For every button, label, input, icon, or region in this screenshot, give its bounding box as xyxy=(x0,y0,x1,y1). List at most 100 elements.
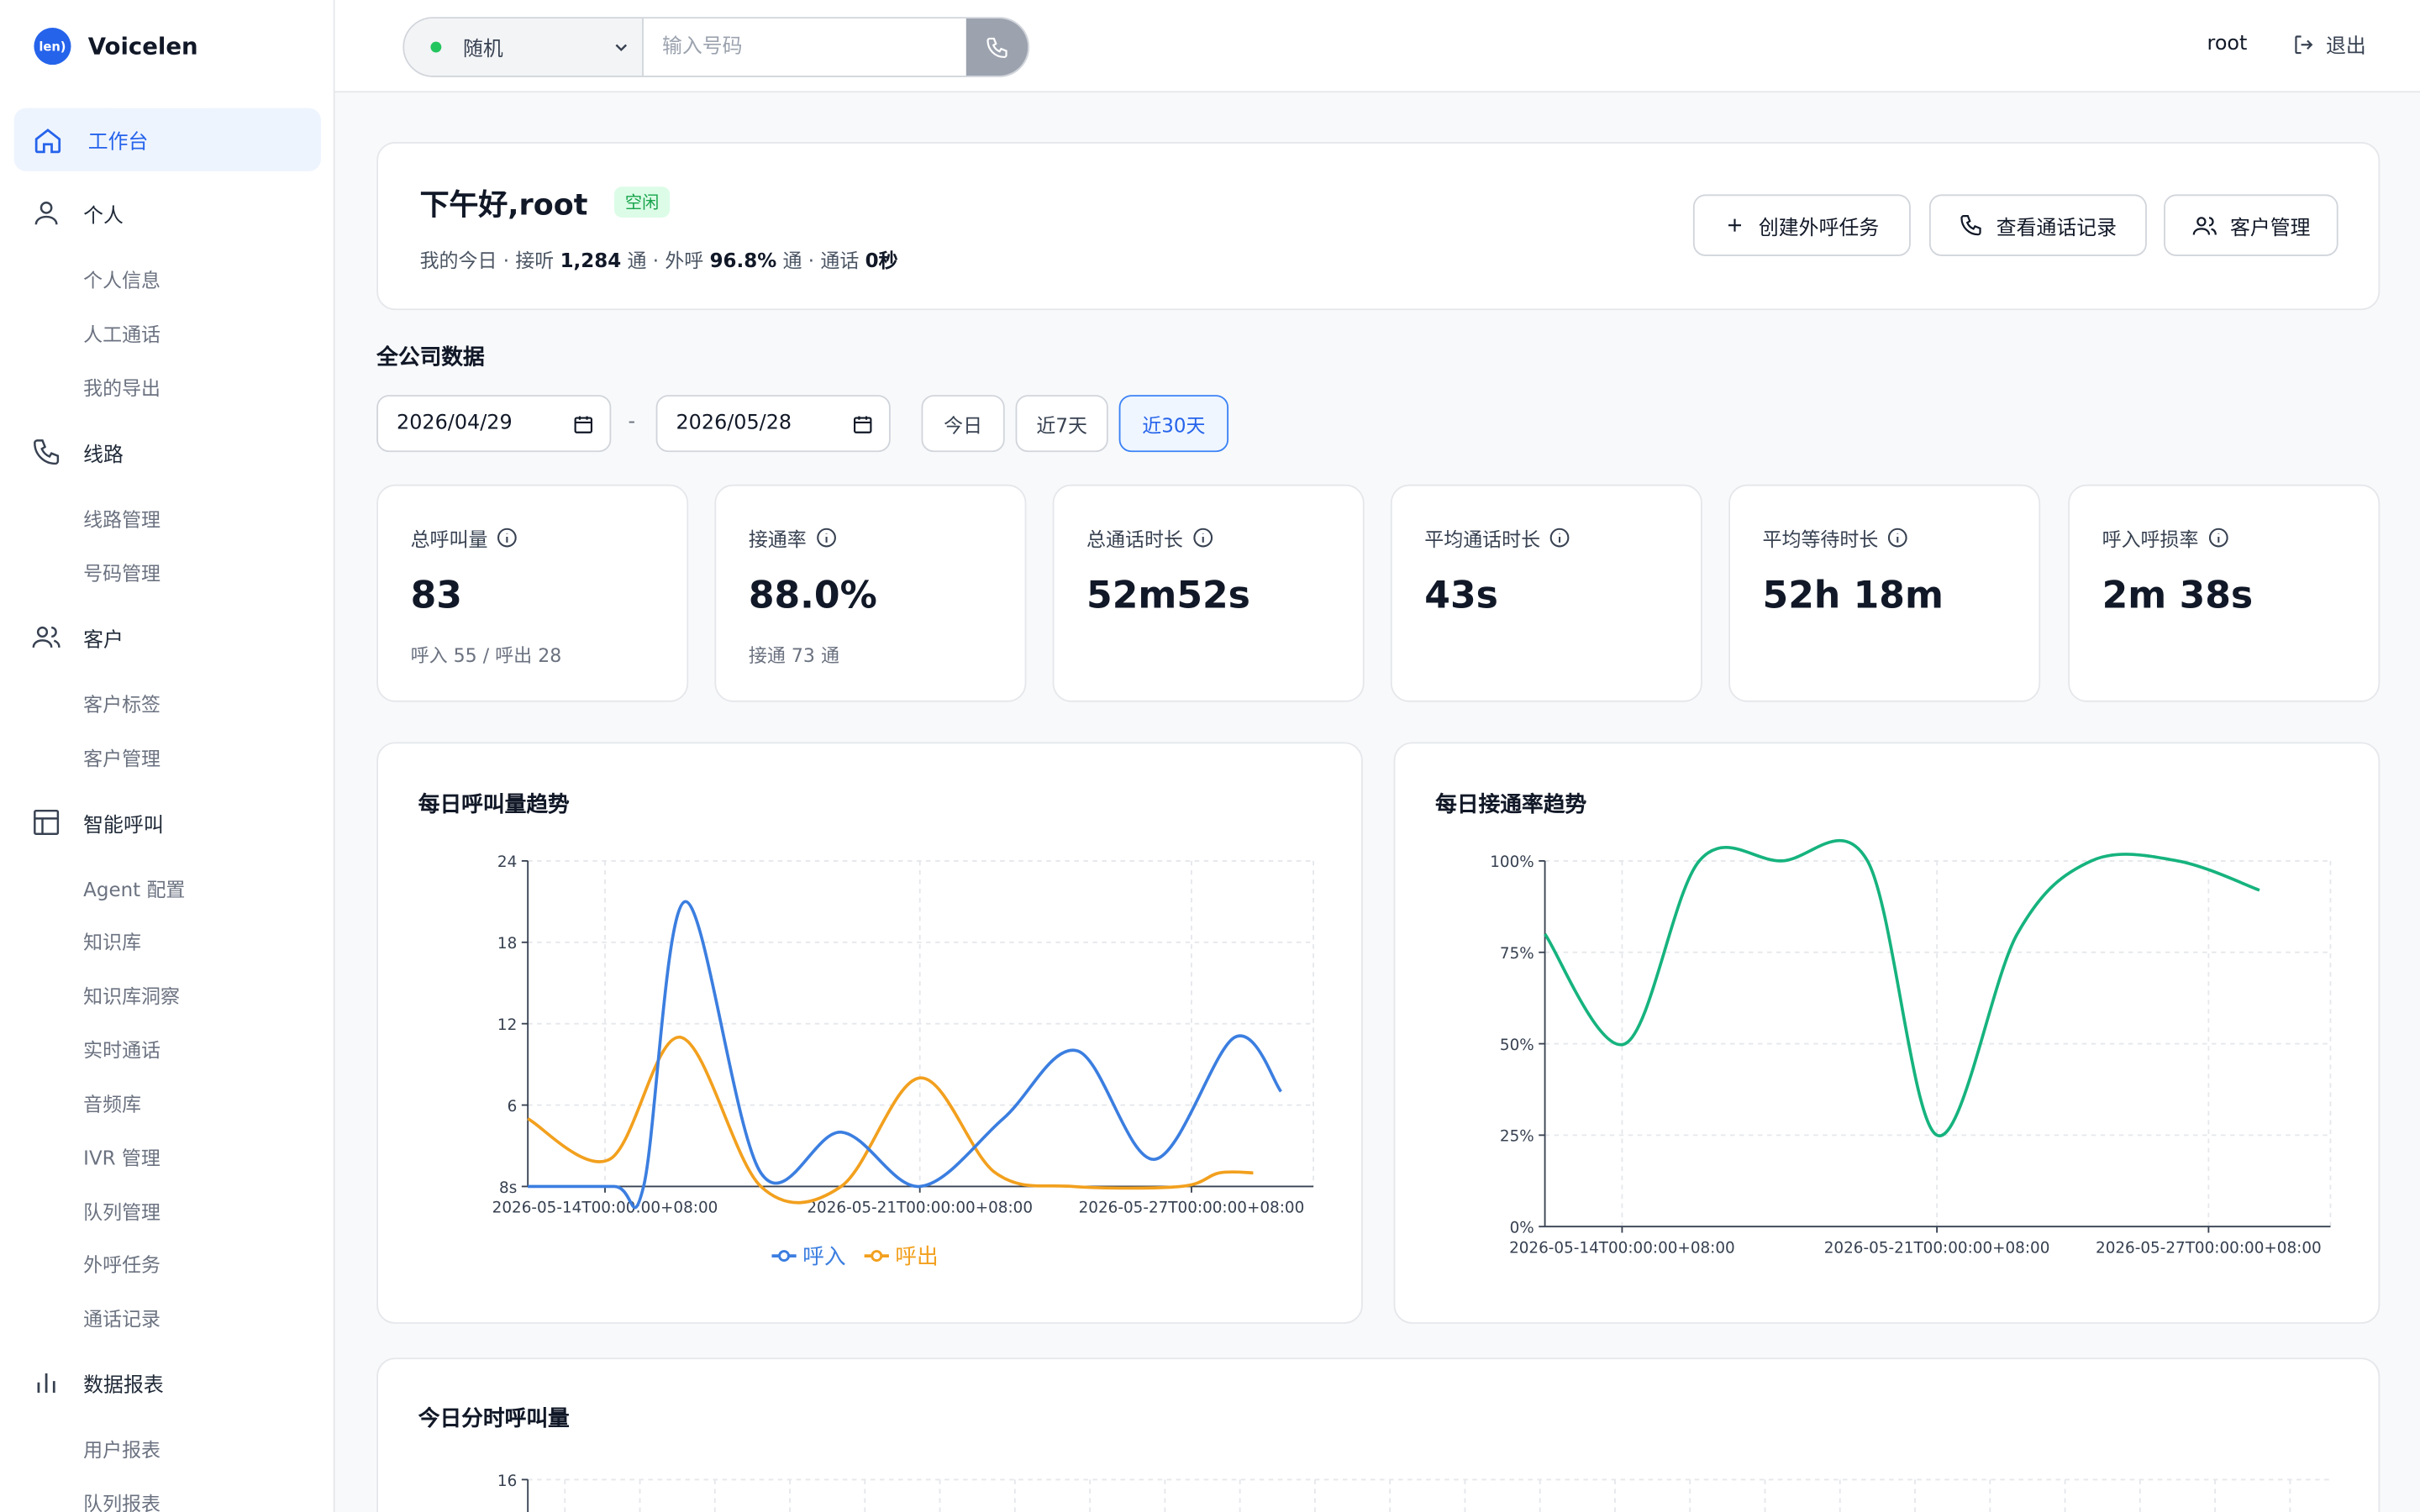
phone-number-input[interactable] xyxy=(643,18,966,76)
brand-logo: len) xyxy=(34,28,71,66)
stat-value: 52m52s xyxy=(1086,574,1250,617)
range-today-button[interactable]: 今日 xyxy=(921,395,1005,453)
phone-icon xyxy=(1961,215,1982,236)
sidebar-item-my-exports[interactable]: 我的导出 xyxy=(83,376,161,400)
brand[interactable]: len) Voicelen xyxy=(0,0,334,92)
chevron-down-icon xyxy=(615,44,628,52)
x-tick-label: 2026-05-21T00:00:00+08:00 xyxy=(1824,1239,2050,1257)
sidebar-item-customer-tags[interactable]: 客户标签 xyxy=(83,692,161,717)
sidebar-item-profile[interactable]: 个人信息 xyxy=(83,268,161,292)
button-label: 客户管理 xyxy=(2230,217,2311,240)
info-icon[interactable] xyxy=(1548,526,1571,549)
button-label: 查看通话记录 xyxy=(1996,217,2118,240)
calendar-icon[interactable] xyxy=(852,413,874,435)
stat-label: 总通话时长 xyxy=(1086,523,1214,553)
y-tick-label: 75% xyxy=(1500,945,1534,963)
stat-label-text: 呼入呼损率 xyxy=(2102,528,2199,551)
chart-title: 今日分时呼叫量 xyxy=(418,1407,570,1432)
my-today-summary: 我的今日 · 接听 1,284 通 · 外呼 96.8% 通 · 通话 0秒 xyxy=(420,244,898,273)
sidebar-item-customer-management[interactable]: 客户管理 xyxy=(83,746,161,770)
sidebar-item-knowledge-base[interactable]: 知识库 xyxy=(83,930,142,954)
phone-icon xyxy=(986,36,1007,58)
view-call-records-button[interactable]: 查看通话记录 xyxy=(1928,194,2147,256)
legend-line-icon xyxy=(864,1250,889,1263)
stat-card-answer-rate: 接通率 88.0% 接通 73 通 xyxy=(714,484,1027,702)
sidebar: len) Voicelen 工作台 个人 个人信息 人工通话 我的导出 线路 线… xyxy=(0,0,335,1512)
sidebar-item-workbench[interactable]: 工作台 xyxy=(13,108,322,171)
sidebar-item-manual-call[interactable]: 人工通话 xyxy=(83,322,161,346)
stat-card-avg-wait-time: 平均等待时长 52h 18m xyxy=(1728,484,2041,702)
y-tick-label: 18 xyxy=(497,935,517,953)
call-volume-plot: 8s 6 12 18 24 2026-05-14T00:00:00+08:00 2026-0… xyxy=(492,853,1314,1217)
sidebar-item-audio-library[interactable]: 音频库 xyxy=(83,1092,142,1116)
logout-icon xyxy=(2295,34,2313,54)
series-line-answer-rate xyxy=(1544,838,2260,1137)
sidebar-group-reports[interactable]: 数据报表 xyxy=(31,1367,164,1398)
sidebar-group-smart-call[interactable]: 智能呼叫 xyxy=(31,807,164,838)
users-icon xyxy=(2192,216,2217,234)
customer-management-button[interactable]: 客户管理 xyxy=(2164,194,2338,256)
line-select[interactable]: 随机 xyxy=(404,18,644,76)
calendar-icon[interactable] xyxy=(572,413,594,435)
stat-label-text: 总呼叫量 xyxy=(410,528,488,551)
sidebar-item-number-management[interactable]: 号码管理 xyxy=(83,561,161,585)
current-user[interactable]: root xyxy=(2207,32,2248,56)
sidebar-item-live-calls[interactable]: 实时通话 xyxy=(83,1038,161,1062)
y-tick-label: 6 xyxy=(508,1098,518,1116)
greeting-card: 下午好,root 空闲 我的今日 · 接听 1,284 通 · 外呼 96.8%… xyxy=(376,141,2381,311)
legend-item-outbound[interactable]: 呼出 xyxy=(864,1241,939,1272)
sidebar-item-user-report[interactable]: 用户报表 xyxy=(83,1437,161,1462)
sidebar-item-line-management[interactable]: 线路管理 xyxy=(83,507,161,531)
stat-sub: 呼入 55 / 呼出 28 xyxy=(410,644,562,667)
sidebar-group-label: 客户 xyxy=(83,628,124,653)
y-tick-label: 25% xyxy=(1500,1128,1534,1146)
sidebar-item-call-records[interactable]: 通话记录 xyxy=(83,1306,161,1331)
y-tick-label: 12 xyxy=(497,1016,517,1034)
x-tick-label: 2026-05-14T00:00:00+08:00 xyxy=(492,1200,718,1217)
button-label: 创建外呼任务 xyxy=(1758,217,1880,240)
x-tick-label: 2026-05-14T00:00:00+08:00 xyxy=(1509,1239,1735,1257)
info-icon[interactable] xyxy=(814,526,838,549)
sidebar-item-kb-insights[interactable]: 知识库洞察 xyxy=(83,984,181,1008)
sidebar-item-agent-config[interactable]: Agent 配置 xyxy=(83,878,186,901)
daily-call-volume-chart: 每日呼叫量趋势 8s 6 12 18 24 2026-05-14T00:00:00+08:… xyxy=(376,742,1363,1324)
dial-button[interactable] xyxy=(965,18,1028,76)
y-tick-label: 0% xyxy=(1510,1220,1534,1237)
info-icon[interactable] xyxy=(1191,526,1214,549)
create-outbound-task-button[interactable]: 创建外呼任务 xyxy=(1692,194,1911,256)
sidebar-group-personal[interactable]: 个人 xyxy=(31,197,124,228)
x-tick-label: 2026-05-27T00:00:00+08:00 xyxy=(2096,1239,2322,1257)
date-to-input[interactable]: 2026/05/28 xyxy=(655,395,891,453)
stat-label: 总呼叫量 xyxy=(411,523,519,553)
bar-chart-icon xyxy=(37,1373,55,1393)
x-tick-label: 2026-05-21T00:00:00+08:00 xyxy=(807,1200,1033,1217)
stat-card-avg-talk-time: 平均通话时长 43s xyxy=(1390,484,1702,702)
stat-label-text: 总通话时长 xyxy=(1086,528,1183,551)
stat-sub: 接通 73 通 xyxy=(748,644,840,667)
legend-item-inbound[interactable]: 呼入 xyxy=(771,1241,846,1272)
info-icon[interactable] xyxy=(2207,526,2230,549)
date-from-input[interactable]: 2026/04/29 xyxy=(376,395,612,453)
home-icon xyxy=(34,128,61,153)
sidebar-item-queue-management[interactable]: 队列管理 xyxy=(83,1200,161,1224)
status-badge: 空闲 xyxy=(614,186,671,218)
plus-icon xyxy=(1728,218,1742,232)
range-30d-button[interactable]: 近30天 xyxy=(1118,395,1229,453)
greeting-title: 下午好,root xyxy=(419,188,588,223)
sidebar-group-customers[interactable]: 客户 xyxy=(31,622,124,653)
info-icon[interactable] xyxy=(1886,526,1910,549)
chart-title: 每日接通率趋势 xyxy=(1435,793,1587,818)
hourly-plot: 16 xyxy=(497,1473,2333,1512)
y-tick-label: 16 xyxy=(497,1473,517,1490)
range-7d-button[interactable]: 近7天 xyxy=(1015,395,1108,453)
y-tick-label: 100% xyxy=(1490,853,1534,871)
logout-button[interactable]: 退出 xyxy=(2292,29,2366,59)
users-icon xyxy=(32,626,60,648)
sidebar-item-outbound-tasks[interactable]: 外呼任务 xyxy=(83,1252,161,1276)
info-icon[interactable] xyxy=(496,526,519,549)
sidebar-item-queue-report[interactable]: 队列报表 xyxy=(83,1492,161,1512)
sidebar-item-ivr-management[interactable]: IVR 管理 xyxy=(83,1146,160,1170)
logout-label: 退出 xyxy=(2325,35,2366,59)
sidebar-group-lines[interactable]: 线路 xyxy=(31,437,124,468)
stat-value: 52h 18m xyxy=(1762,574,1944,617)
